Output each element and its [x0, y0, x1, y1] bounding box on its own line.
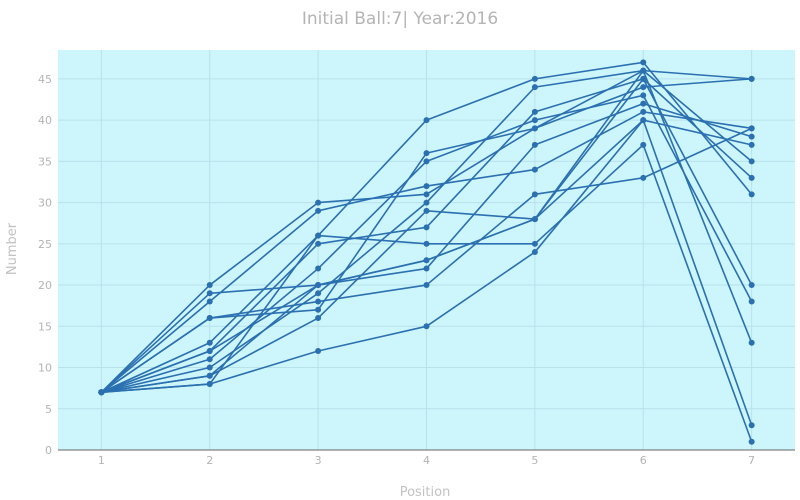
data-point[interactable] — [423, 224, 430, 231]
y-tick-label: 25 — [38, 238, 52, 251]
data-point[interactable] — [748, 422, 755, 429]
data-point[interactable] — [206, 315, 213, 322]
data-point[interactable] — [206, 290, 213, 297]
x-tick-label: 5 — [531, 454, 538, 467]
y-axis-title: Number — [5, 222, 20, 275]
data-point[interactable] — [315, 306, 322, 313]
series-8 — [98, 92, 755, 396]
data-point[interactable] — [531, 75, 538, 82]
data-point[interactable] — [315, 240, 322, 247]
data-point[interactable] — [315, 282, 322, 289]
y-tick-label: 30 — [38, 197, 52, 210]
series-lines — [98, 59, 755, 445]
data-point[interactable] — [206, 381, 213, 388]
data-point[interactable] — [640, 174, 647, 181]
data-point[interactable] — [748, 125, 755, 132]
y-tick-label: 15 — [38, 320, 52, 333]
data-point[interactable] — [531, 141, 538, 148]
data-point[interactable] — [206, 348, 213, 355]
data-point[interactable] — [531, 191, 538, 198]
x-tick-label: 1 — [98, 454, 105, 467]
chart-title: Initial Ball:7| Year:2016 — [302, 9, 498, 29]
data-point[interactable] — [748, 133, 755, 140]
x-axis-title: Position — [400, 485, 451, 500]
data-point[interactable] — [748, 191, 755, 198]
data-point[interactable] — [423, 282, 430, 289]
data-point[interactable] — [423, 323, 430, 330]
data-point[interactable] — [748, 438, 755, 445]
data-point[interactable] — [531, 108, 538, 115]
data-point[interactable] — [640, 84, 647, 91]
data-point[interactable] — [531, 117, 538, 124]
data-point[interactable] — [315, 348, 322, 355]
data-point[interactable] — [315, 265, 322, 272]
data-point[interactable] — [315, 298, 322, 305]
x-tick-label: 6 — [640, 454, 647, 467]
data-point[interactable] — [640, 67, 647, 74]
data-point[interactable] — [748, 75, 755, 82]
y-tick-label: 10 — [38, 362, 52, 375]
data-point[interactable] — [640, 75, 647, 82]
data-point[interactable] — [423, 191, 430, 198]
data-point[interactable] — [531, 216, 538, 223]
data-point[interactable] — [531, 240, 538, 247]
data-point[interactable] — [748, 174, 755, 181]
data-point[interactable] — [423, 265, 430, 272]
y-tick-label: 35 — [38, 155, 52, 168]
x-tick-label: 7 — [748, 454, 755, 467]
data-point[interactable] — [423, 240, 430, 247]
data-point[interactable] — [423, 257, 430, 264]
data-point[interactable] — [315, 207, 322, 214]
data-point[interactable] — [206, 298, 213, 305]
data-point[interactable] — [206, 364, 213, 371]
data-point[interactable] — [423, 117, 430, 124]
data-point[interactable] — [423, 150, 430, 157]
data-point[interactable] — [315, 290, 322, 297]
data-point[interactable] — [206, 372, 213, 379]
data-point[interactable] — [531, 249, 538, 256]
y-tick-label: 0 — [45, 444, 52, 457]
data-point[interactable] — [423, 199, 430, 206]
data-point[interactable] — [748, 298, 755, 305]
y-tick-label: 5 — [45, 403, 52, 416]
data-point[interactable] — [748, 158, 755, 165]
data-point[interactable] — [423, 183, 430, 190]
data-point[interactable] — [531, 84, 538, 91]
series-5 — [98, 125, 755, 396]
y-tick-label: 20 — [38, 279, 52, 292]
data-point[interactable] — [748, 282, 755, 289]
data-point[interactable] — [748, 141, 755, 148]
data-point[interactable] — [98, 389, 105, 396]
data-point[interactable] — [423, 158, 430, 165]
data-point[interactable] — [206, 356, 213, 363]
data-point[interactable] — [640, 141, 647, 148]
data-point[interactable] — [640, 117, 647, 124]
data-point[interactable] — [423, 207, 430, 214]
x-tick-label: 2 — [206, 454, 213, 467]
series-14 — [98, 75, 755, 396]
x-tick-label: 3 — [315, 454, 322, 467]
data-point[interactable] — [640, 100, 647, 107]
data-point[interactable] — [531, 125, 538, 132]
data-point[interactable] — [640, 108, 647, 115]
data-point[interactable] — [206, 282, 213, 289]
data-point[interactable] — [315, 199, 322, 206]
data-point[interactable] — [748, 339, 755, 346]
y-tick-label: 45 — [38, 73, 52, 86]
data-point[interactable] — [315, 315, 322, 322]
x-tick-label: 4 — [423, 454, 430, 467]
data-point[interactable] — [640, 59, 647, 66]
data-point[interactable] — [531, 166, 538, 173]
data-point[interactable] — [640, 92, 647, 99]
y-tick-label: 40 — [38, 114, 52, 127]
data-point[interactable] — [206, 339, 213, 346]
data-point[interactable] — [315, 232, 322, 239]
